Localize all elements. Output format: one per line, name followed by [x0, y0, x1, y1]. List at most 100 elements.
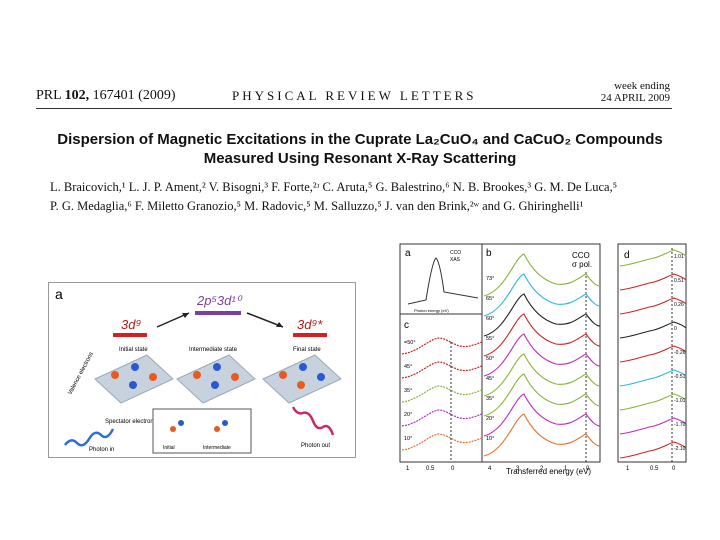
final-level-bar: [293, 333, 327, 337]
photon-out-label: Photon out: [301, 443, 330, 449]
panel-b-label: b: [486, 248, 492, 259]
panel-d-momentum-labels: 1.01 0.51 0.26 0 -0.26 -0.51 -1.01 -1.70 -2.10: [674, 254, 686, 452]
title-line-2: Measured Using Resonant X-Ray Scattering: [203, 150, 517, 167]
photon-out-wave: [291, 406, 335, 436]
valence-electrons-label: Valence electrons: [67, 351, 94, 396]
atom-markers: [111, 363, 325, 389]
scheme-panel-label: a: [55, 286, 63, 302]
panel-b-curves: [483, 253, 601, 457]
xas-label-line2: XAS: [450, 257, 461, 263]
photon-in-label: Photon in: [89, 447, 114, 453]
panel-c-tick-label: 0: [451, 466, 455, 472]
initial-state-label: Initial state: [119, 347, 148, 353]
panel-b-curve: [483, 373, 601, 417]
lattice-plane-intermediate: [176, 354, 256, 404]
initial-level-bar: [113, 333, 147, 337]
panel-b-angle-label: 20°: [486, 416, 494, 422]
journal-citation: PRL 102, 167401 (2009): [36, 88, 175, 104]
decay-arrowhead: [276, 322, 283, 327]
panel-d-curve: [619, 297, 687, 315]
initial-state-config: 3d⁹: [121, 317, 141, 332]
panel-b-curve: [483, 273, 601, 317]
panel-c-label: c: [404, 320, 409, 331]
panel-b-angle-label: 73°: [486, 276, 494, 282]
panel-b-angle-label: 50°: [486, 356, 494, 362]
panel-c-angle-labels: =50° 45° 35° 20° 10°: [404, 340, 416, 442]
lattice-plane-final: [262, 354, 342, 404]
panel-d-momentum-label: 0.51: [674, 278, 684, 284]
spectra-svg: a b c d CCO XAS Photon energy (eV) CCO σ…: [399, 243, 687, 476]
panel-d-curve: [619, 417, 687, 435]
paper-title: Dispersion of Magnetic Excitations in th…: [0, 130, 720, 168]
panel-c-curve: [401, 361, 483, 379]
intermediate-level-bar: [195, 311, 241, 315]
panel-c-angle-label: 45°: [404, 364, 412, 370]
panel-c-tick-label: 1: [406, 466, 410, 472]
inset-initial-label: Initial: [163, 445, 175, 451]
panel-b-angle-labels: 73° 65° 60° 55° 50° 45° 35° 20° 10°: [486, 276, 494, 442]
panel-d-momentum-label: -2.10: [674, 446, 686, 452]
journal-prefix: PRL: [36, 88, 62, 103]
panel-d-curve: [619, 393, 687, 411]
panel-d-curve: [619, 273, 687, 291]
xas-curve: [407, 257, 479, 305]
panel-b-angle-label: 45°: [486, 376, 494, 382]
panel-b-curve: [483, 293, 601, 337]
panel-c-angle-label: 10°: [404, 436, 412, 442]
cco-label-line1: CCO: [572, 251, 590, 260]
panel-d-momentum-label: -1.01: [674, 398, 686, 404]
panel-d-momentum-label: -1.70: [674, 422, 686, 428]
rixs-scheme-svg: a 3d⁹ 2p⁵3d¹⁰ 3d⁹* Initial state Interme…: [55, 286, 342, 454]
intermediate-state-label: Intermediate state: [189, 347, 238, 353]
panel-b-tick-label: 1: [564, 466, 568, 472]
panel-b-frame: [481, 243, 601, 463]
panel-d-frame: [617, 243, 687, 463]
panel-b-angle-label: 35°: [486, 396, 494, 402]
journal-volume: 102,: [64, 88, 90, 103]
panel-c-curve: [401, 385, 483, 403]
panel-d-label: d: [624, 250, 630, 261]
panel-d-curve: [619, 369, 687, 387]
inset-intermediate-label: Intermediate: [203, 445, 231, 451]
lattice-plane-initial: [94, 354, 174, 404]
issue-date: week ending 24 APRIL 2009: [598, 80, 670, 104]
panel-b-tick-label: 3: [516, 466, 520, 472]
title-line-1: Dispersion of Magnetic Excitations in th…: [57, 131, 663, 148]
panel-b-angle-label: 10°: [486, 436, 494, 442]
panel-c-angle-label: 35°: [404, 388, 412, 394]
panel-d-momentum-label: 1.01: [674, 254, 684, 260]
axis-ticks: 1 0.5 0 4 3 2 1 0 1 0.5 0: [406, 466, 676, 472]
figure-rixs-scheme: a 3d⁹ 2p⁵3d¹⁰ 3d⁹* Initial state Interme…: [48, 282, 356, 458]
date-text: 24 APRIL 2009: [600, 92, 670, 104]
authors-line-1: L. Braicovich,¹ L. J. P. Ament,² V. Biso…: [50, 180, 618, 194]
panel-d-curve: [619, 441, 687, 459]
authors-line-2: P. G. Medaglia,⁶ F. Miletto Granozio,⁵ M…: [50, 199, 584, 213]
intermediate-state-config: 2p⁵3d¹⁰: [196, 293, 243, 308]
panel-c-tick-label: 0.5: [426, 466, 435, 472]
panel-d-momentum-label: 0: [674, 326, 677, 332]
panel-b-curve: [483, 333, 601, 377]
panel-c-curve: [401, 433, 483, 451]
inset-box: [152, 408, 252, 454]
panel-b-curve: [483, 313, 601, 357]
panel-b-tick-label: 4: [488, 466, 492, 472]
panel-d-tick-label: 0.5: [650, 466, 659, 472]
panel-d-momentum-label: -0.51: [674, 374, 686, 380]
panel-b-angle-label: 65°: [486, 296, 494, 302]
panel-d-momentum-label: 0.26: [674, 302, 684, 308]
figure-spectra: a b c d CCO XAS Photon energy (eV) CCO σ…: [396, 242, 688, 477]
week-ending-label: week ending: [614, 80, 670, 92]
xas-inset-xlabel: Photon energy (eV): [414, 308, 449, 313]
decay-arrow: [246, 312, 284, 328]
journal-name: PHYSICAL REVIEW LETTERS: [232, 88, 477, 103]
author-list: L. Braicovich,¹ L. J. P. Ament,² V. Biso…: [50, 178, 680, 216]
final-state-config: 3d⁹*: [297, 317, 323, 332]
panel-b-curve: [483, 413, 601, 457]
panel-b-curve: [483, 353, 601, 397]
article-number: 167401 (2009): [92, 88, 176, 103]
panel-d-curve: [619, 345, 687, 363]
excitation-arrowhead: [182, 313, 189, 318]
xas-label-line1: CCO: [450, 250, 461, 256]
panel-d-curve: [619, 321, 687, 339]
panel-b-tick-label: 0: [586, 466, 590, 472]
